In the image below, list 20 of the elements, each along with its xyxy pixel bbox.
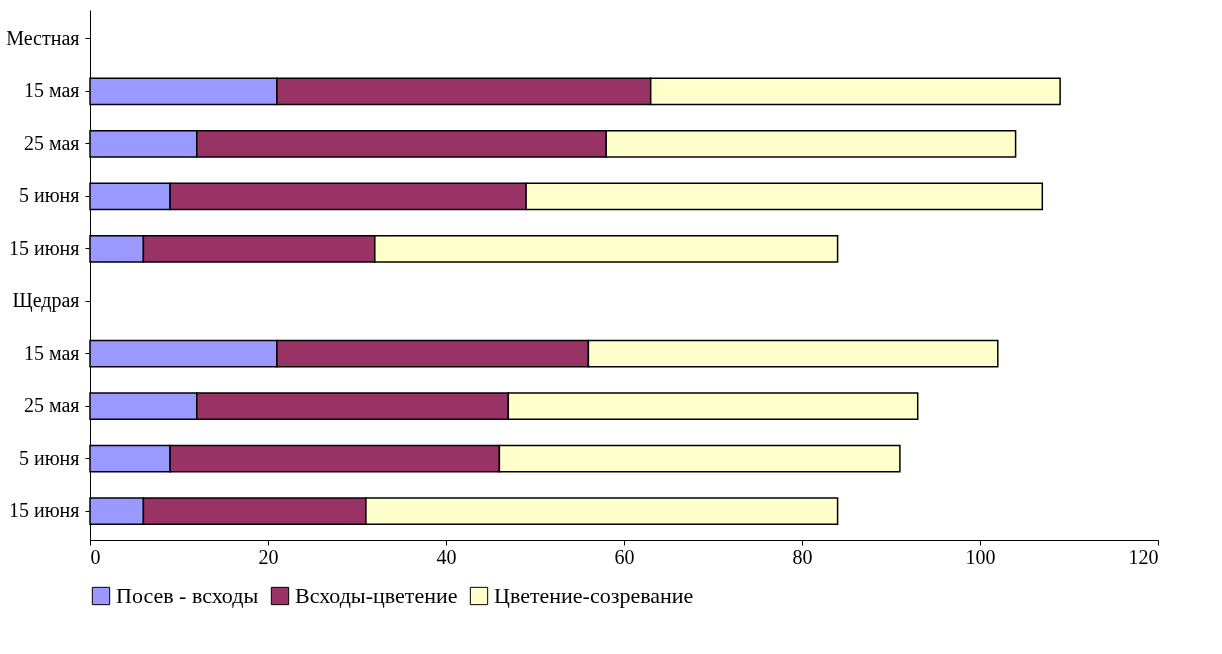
x-tick-label: 100 bbox=[965, 545, 996, 568]
legend-label: Посев - всходы bbox=[116, 583, 259, 608]
legend-label: Цветение-созревание bbox=[494, 583, 694, 608]
y-tick-label: 5 июня bbox=[18, 184, 80, 207]
x-tick-label: 40 bbox=[436, 545, 457, 568]
y-tick-label: 15 мая bbox=[23, 341, 80, 364]
y-tick-label: 25 мая bbox=[23, 131, 80, 154]
y-tick-label: 15 мая bbox=[23, 79, 80, 102]
x-tick-label: 120 bbox=[1128, 545, 1159, 568]
x-tick-label: 0 bbox=[90, 545, 101, 568]
x-tick-label: 80 bbox=[792, 545, 813, 568]
y-tick-label: Щедрая bbox=[12, 289, 80, 313]
x-tick-label: 60 bbox=[614, 545, 635, 568]
y-tick-label: 15 июня bbox=[8, 236, 80, 259]
y-tick-label: 5 июня bbox=[18, 446, 80, 469]
x-tick-label: 20 bbox=[258, 545, 279, 568]
legend-label: Всходы-цветение bbox=[295, 583, 458, 608]
y-tick-label: Местная bbox=[6, 26, 80, 49]
y-tick-label: 15 июня bbox=[8, 499, 80, 522]
y-tick-label: 25 мая bbox=[23, 394, 80, 417]
